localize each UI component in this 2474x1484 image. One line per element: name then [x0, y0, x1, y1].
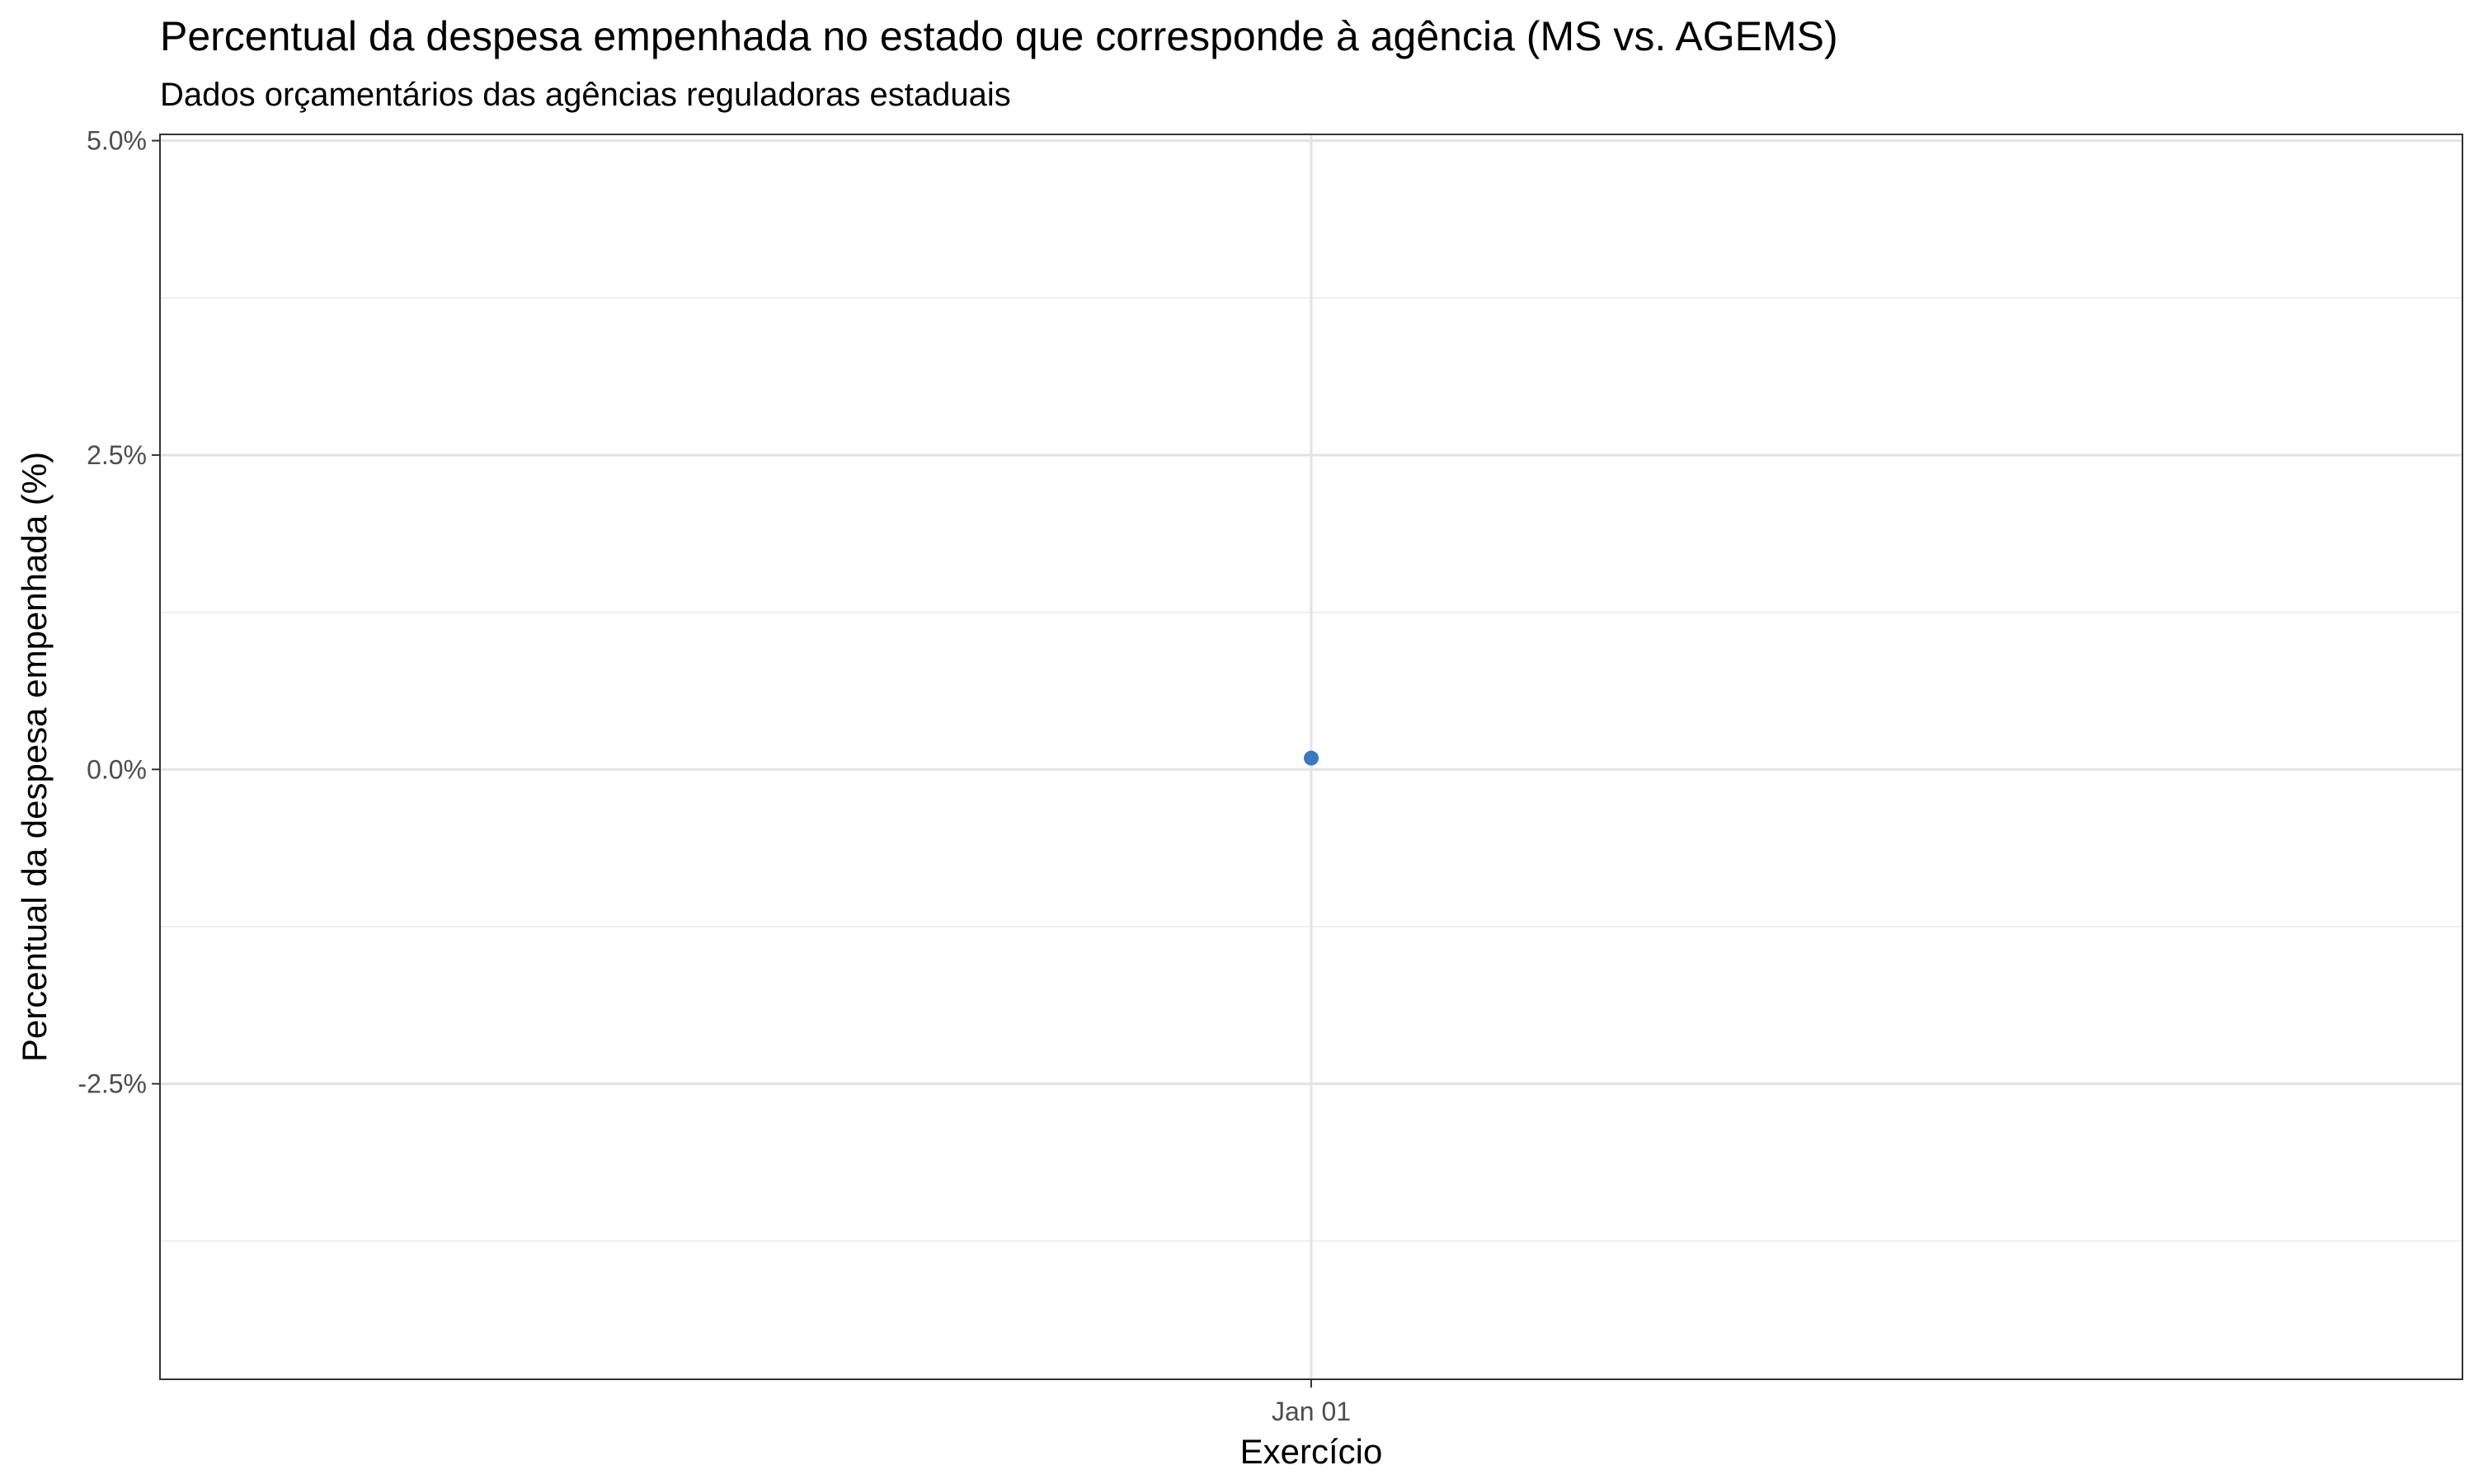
- x-tick-label: Jan 01: [1272, 1397, 1351, 1426]
- chart-subtitle: Dados orçamentários das agências regulad…: [160, 77, 1011, 113]
- y-tick-label: 2.5%: [87, 440, 147, 470]
- data-point: [1304, 750, 1319, 766]
- y-tick-label: -2.5%: [78, 1069, 147, 1099]
- x-axis-title: Exercício: [1240, 1432, 1383, 1471]
- y-tick-label: 0.0%: [87, 754, 147, 784]
- y-tick-label: 5.0%: [87, 126, 147, 156]
- y-axis: 5.0% 2.5% 0.0% -2.5%: [78, 126, 160, 1099]
- chart-title: Percentual da despesa empenhada no estad…: [160, 13, 1838, 59]
- y-axis-title: Percentual da despesa empenhada (%): [15, 452, 54, 1062]
- x-axis: Jan 01: [1272, 1379, 1351, 1426]
- data-points: [1304, 750, 1319, 766]
